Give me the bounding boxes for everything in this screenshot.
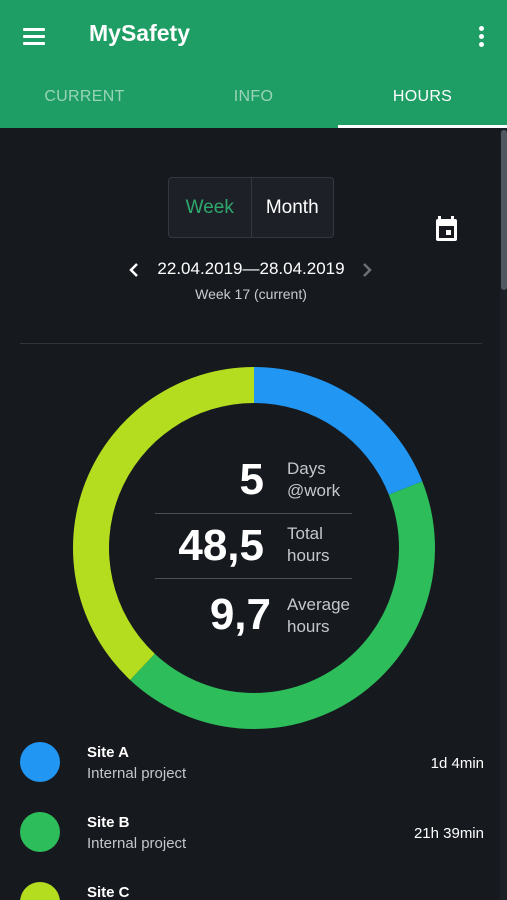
site-list-item-b[interactable]: Site B Internal project 21h 39min [0,798,500,868]
week-label: Week 17 (current) [195,286,307,302]
days-at-work-value: 5 [239,455,264,504]
average-hours-label: Average hours [287,595,351,636]
month-toggle-button[interactable]: Month [265,197,319,218]
donut-slice-site-c [73,367,254,680]
donut-slice-site-a [254,367,423,495]
site-project: Internal project [87,765,187,782]
donut-slice-site-b [130,481,436,729]
site-color-dot [20,812,60,852]
site-name: Site A [87,744,129,761]
tab-info[interactable]: INFO [233,88,274,105]
scrollbar-track [500,128,507,900]
chevron-left-icon[interactable] [124,259,144,281]
more-vert-icon[interactable] [469,20,493,52]
period-toggle: Week Month [168,177,334,238]
tab-current[interactable]: CURRENT [44,88,125,105]
date-range: 22.04.2019—28.04.2019 [157,259,345,278]
site-list-item-c[interactable]: Site C [0,868,500,900]
site-name: Site C [87,884,130,900]
site-time: 21h 39min [413,825,484,842]
site-project: Internal project [87,835,187,852]
site-time: 1d 4min [430,755,484,772]
chevron-right-icon[interactable] [357,259,377,281]
site-color-dot [20,742,60,782]
week-toggle-button[interactable]: Week [169,178,252,237]
site-name: Site B [87,814,130,831]
tab-bar: CURRENT INFO HOURS [0,70,507,128]
hamburger-menu-icon[interactable] [20,22,50,52]
stats-divider [155,578,352,579]
divider [20,343,482,344]
scrollbar-thumb[interactable] [501,130,507,290]
calendar-icon[interactable] [434,216,460,244]
average-hours-value: 9,7 [209,590,271,639]
days-at-work-label: Days @work [287,459,341,500]
site-list-item-a[interactable]: Site A Internal project 1d 4min [0,728,500,798]
total-hours-label: Total hours [287,524,330,565]
tab-hours[interactable]: HOURS [338,70,507,128]
app-bar: MySafety CURRENT INFO HOURS [0,0,507,128]
total-hours-value: 48,5 [178,521,264,570]
site-color-dot [20,882,60,900]
stats-divider [155,513,352,514]
app-title: MySafety [89,20,190,46]
